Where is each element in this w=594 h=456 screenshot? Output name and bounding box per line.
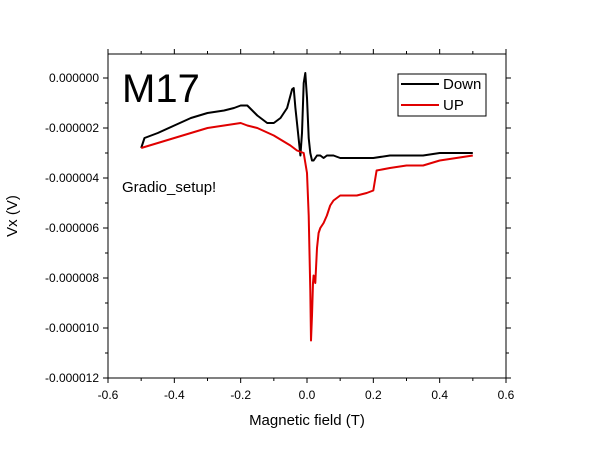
series-layer — [140, 72, 473, 342]
series-line-up — [140, 122, 473, 342]
y-tick-label: -0.000002 — [45, 121, 99, 135]
x-axis-title: Magnetic field (T) — [249, 412, 365, 429]
y-axis-title: Vx (V) — [4, 195, 21, 237]
x-tick-label: 0.6 — [498, 388, 515, 402]
y-tick-label: -0.000010 — [45, 321, 99, 335]
y-tick-label: -0.000004 — [45, 171, 99, 185]
y-tick-label: 0.000000 — [49, 71, 99, 85]
y-ticks: 0.000000 -0.000002 -0.000004 -0.000006 -0.00… — [45, 71, 511, 385]
x-tick-label: -0.2 — [230, 388, 251, 402]
x-ticks: -0.6 -0.4 -0.2 0.0 0.2 0.4 0.6 — [98, 49, 515, 402]
x-tick-label: -0.4 — [164, 388, 185, 402]
y-tick-label: -0.000006 — [45, 221, 99, 235]
y-tick-label: -0.000008 — [45, 271, 99, 285]
x-tick-label: 0.2 — [365, 388, 382, 402]
x-tick-label: 0.0 — [299, 388, 316, 402]
y-tick-label: -0.000012 — [45, 371, 99, 385]
legend-label-down: Down — [443, 76, 481, 93]
setup-note: Gradio_setup! — [122, 179, 216, 196]
x-tick-label: 0.4 — [431, 388, 448, 402]
x-tick-label: -0.6 — [98, 388, 119, 402]
sample-label: M17 — [122, 67, 200, 111]
series-line-down — [140, 72, 473, 162]
legend: Down UP — [397, 73, 487, 117]
legend-box — [397, 73, 487, 117]
legend-label-up: UP — [443, 97, 464, 114]
